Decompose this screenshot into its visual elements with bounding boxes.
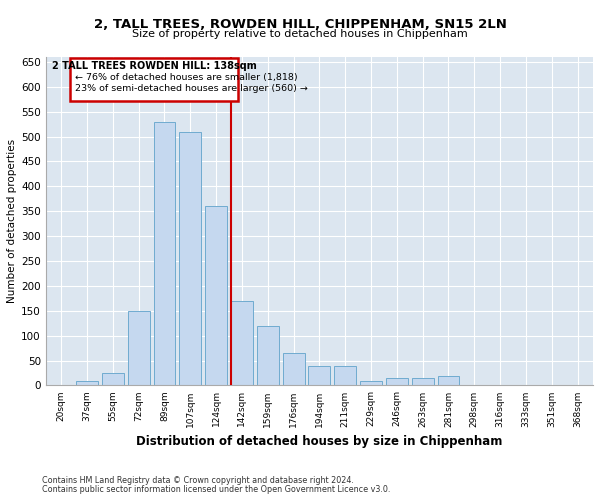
Bar	[257, 326, 279, 386]
FancyBboxPatch shape	[70, 58, 238, 100]
Bar	[283, 353, 305, 386]
Text: Contains HM Land Registry data © Crown copyright and database right 2024.: Contains HM Land Registry data © Crown c…	[42, 476, 354, 485]
Bar	[205, 206, 227, 386]
Text: ← 76% of detached houses are smaller (1,818): ← 76% of detached houses are smaller (1,…	[76, 74, 298, 82]
X-axis label: Distribution of detached houses by size in Chippenham: Distribution of detached houses by size …	[136, 435, 503, 448]
Bar	[76, 380, 98, 386]
Bar	[179, 132, 201, 386]
Bar	[437, 376, 460, 386]
Bar	[360, 380, 382, 386]
Bar	[386, 378, 408, 386]
Bar	[308, 366, 331, 386]
Bar	[231, 301, 253, 386]
Text: 23% of semi-detached houses are larger (560) →: 23% of semi-detached houses are larger (…	[76, 84, 308, 94]
Bar	[128, 311, 149, 386]
Text: Size of property relative to detached houses in Chippenham: Size of property relative to detached ho…	[132, 29, 468, 39]
Bar	[154, 122, 175, 386]
Bar	[412, 378, 434, 386]
Bar	[102, 373, 124, 386]
Text: 2, TALL TREES, ROWDEN HILL, CHIPPENHAM, SN15 2LN: 2, TALL TREES, ROWDEN HILL, CHIPPENHAM, …	[94, 18, 506, 30]
Text: Contains public sector information licensed under the Open Government Licence v3: Contains public sector information licen…	[42, 484, 391, 494]
Text: 2 TALL TREES ROWDEN HILL: 138sqm: 2 TALL TREES ROWDEN HILL: 138sqm	[52, 61, 257, 71]
Bar	[334, 366, 356, 386]
Y-axis label: Number of detached properties: Number of detached properties	[7, 139, 17, 304]
